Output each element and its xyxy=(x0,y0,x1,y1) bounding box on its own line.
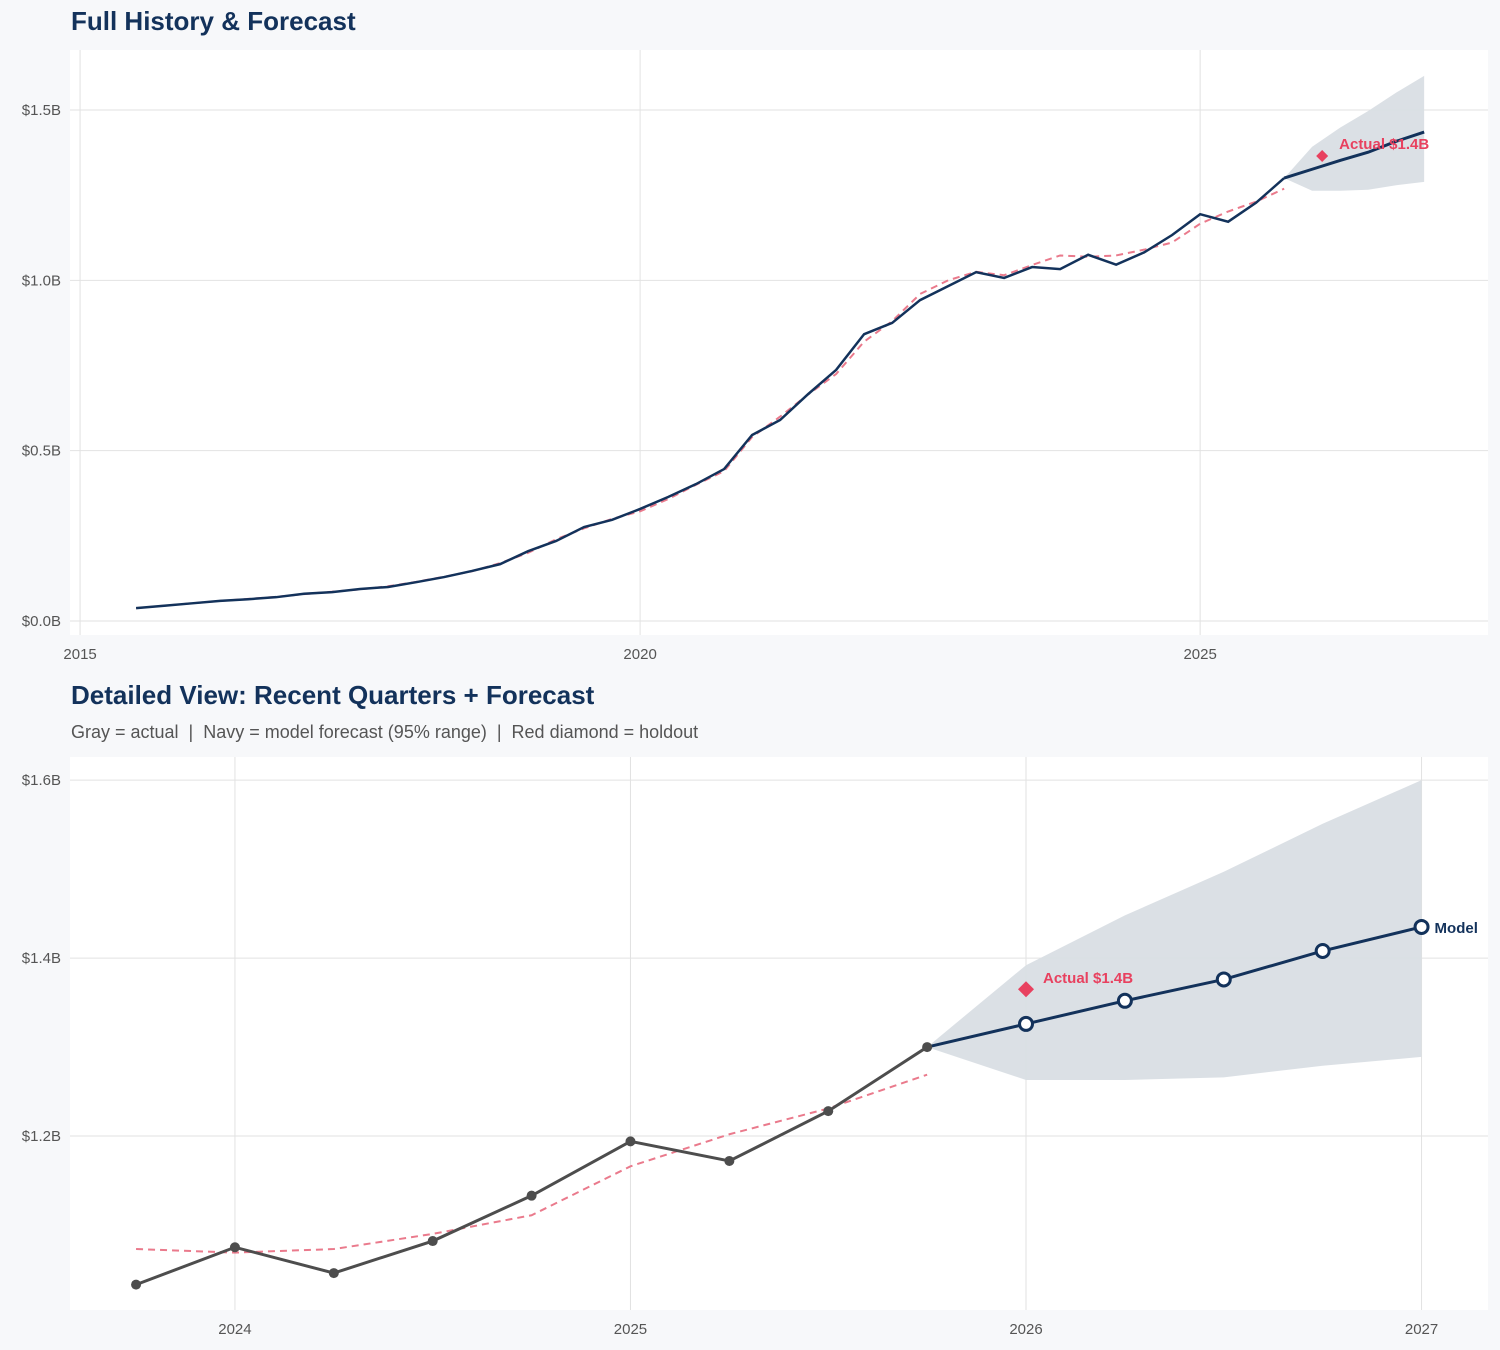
actual-point xyxy=(427,1236,438,1247)
chart-title-detail: Detailed View: Recent Quarters + Forecas… xyxy=(71,680,595,710)
forecast-line xyxy=(926,925,1422,1049)
forecast-point xyxy=(1116,992,1133,1009)
y-tick-label: $1.6B xyxy=(22,772,61,789)
actual-point xyxy=(229,1242,240,1253)
y-tick-label: $0.0B xyxy=(22,613,61,630)
holdout-diamond xyxy=(1018,981,1035,998)
fitted-line xyxy=(136,1073,928,1254)
y-tick-label: $0.5B xyxy=(22,443,61,460)
model-end-label: Model xyxy=(1435,920,1478,937)
forecast-point xyxy=(1215,971,1232,988)
forecast-point xyxy=(1314,942,1331,959)
x-tick-label: 2020 xyxy=(623,646,656,663)
chart-title-history: Full History & Forecast xyxy=(71,6,356,36)
x-tick-label: 2015 xyxy=(63,646,96,663)
forecast-point xyxy=(1018,1015,1035,1032)
actual-line xyxy=(135,177,1285,610)
chart-subtitle-detail: Gray = actual | Navy = model forecast (9… xyxy=(71,722,699,742)
holdout-label: Actual $1.4B xyxy=(1339,136,1429,153)
x-tick-label: 2024 xyxy=(218,1321,251,1338)
holdout-label: Actual $1.4B xyxy=(1043,970,1133,987)
actual-point xyxy=(328,1268,339,1279)
actual-point xyxy=(625,1136,636,1147)
forecast-point xyxy=(1413,918,1430,935)
x-tick-label: 2027 xyxy=(1405,1321,1438,1338)
actual-point xyxy=(922,1042,933,1053)
forecast-band xyxy=(1284,75,1425,191)
forecast-band xyxy=(927,780,1422,1080)
y-tick-label: $1.4B xyxy=(22,950,61,967)
y-tick-label: $1.5B xyxy=(22,102,61,119)
actual-point xyxy=(526,1190,537,1201)
plot-area xyxy=(70,50,1488,635)
y-tick-label: $1.2B xyxy=(22,1128,61,1145)
holdout-diamond xyxy=(1316,149,1329,162)
x-tick-label: 2026 xyxy=(1009,1321,1042,1338)
y-tick-label: $1.0B xyxy=(22,272,61,289)
actual-point xyxy=(131,1279,142,1290)
x-tick-label: 2025 xyxy=(614,1321,647,1338)
x-tick-label: 2025 xyxy=(1183,646,1216,663)
actual-point xyxy=(823,1106,834,1117)
forecast-line xyxy=(1283,130,1425,180)
actual-point xyxy=(724,1155,735,1166)
